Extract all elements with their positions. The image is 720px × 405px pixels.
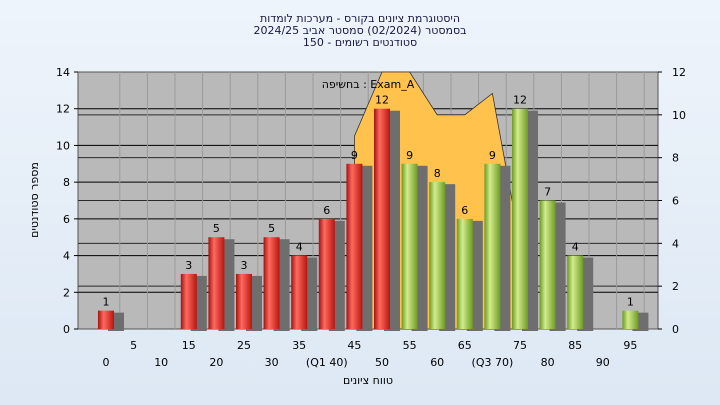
x-tick-label: 45: [347, 339, 361, 352]
bar-value-label: 9: [406, 149, 413, 162]
x-tick-label: 25: [237, 339, 251, 352]
bar: [567, 255, 584, 329]
bar: [346, 163, 363, 329]
x-tick-label: 80: [541, 356, 555, 369]
bar: [236, 273, 252, 329]
bar: [318, 218, 335, 329]
bar: [374, 108, 390, 329]
x-tick-label: 95: [623, 339, 637, 352]
title-line-1: היסטוגרמת ציונים בקורס - מערכות לומדות: [260, 12, 460, 25]
x-tick-label: 60: [430, 356, 444, 369]
bar-value-label: 6: [461, 204, 468, 217]
y-left-tick-label: 14: [56, 66, 70, 79]
x-tick-label: 30: [265, 356, 279, 369]
x-tick-label: 50: [375, 356, 389, 369]
y-left-tick-label: 10: [56, 139, 70, 152]
chart-annotation: בחשיפה : Exam_A: [322, 78, 415, 91]
y-left-tick-label: 2: [63, 286, 70, 299]
bar-value-label: 8: [434, 167, 441, 180]
bar: [98, 310, 114, 329]
y-right-tick-label: 12: [672, 66, 686, 79]
y-right-tick-label: 10: [672, 109, 686, 122]
x-tick-label: 85: [568, 339, 582, 352]
bar-value-label: 9: [351, 149, 358, 162]
bar: [291, 255, 308, 329]
title-line-2: בסמסטר (02/2024) סמסטר אביב 2024/25: [253, 24, 466, 37]
chart-title: היסטוגרמת ציונים בקורס - מערכות לומדות ב…: [253, 12, 466, 49]
bar-value-label: 12: [375, 94, 389, 107]
x-tick-label: (Q1 40): [306, 356, 348, 369]
y-left-tick-label: 8: [63, 176, 70, 189]
y-left-tick-label: 12: [56, 103, 70, 116]
x-tick-label: 0: [103, 356, 110, 369]
bar-value-label: 3: [241, 259, 248, 272]
bar-value-label: 4: [572, 241, 579, 254]
x-tick-label: 15: [182, 339, 196, 352]
bar: [429, 182, 446, 329]
bar: [484, 163, 501, 329]
y-right-tick-label: 6: [672, 195, 679, 208]
y-axis-title: מספר סטודנטים: [28, 162, 41, 238]
bar-value-label: 5: [268, 222, 275, 235]
x-tick-label: 20: [209, 356, 223, 369]
y-right-tick-label: 4: [672, 237, 679, 250]
bar: [539, 200, 556, 329]
x-tick-label: 5: [130, 339, 137, 352]
bar: [456, 218, 473, 329]
bar: [401, 163, 418, 329]
x-axis: 0 5 10 15 20 25 30 35(Q1 40) 45 50 55 60 65(Q3 70) 75…: [103, 339, 638, 369]
y-axis-right: 0 2 4 6 8 10 12: [658, 66, 686, 336]
x-tick-label: 90: [596, 356, 610, 369]
bar-value-label: 5: [213, 222, 220, 235]
bar-value-label: 9: [489, 149, 496, 162]
bar-value-label: 4: [296, 241, 303, 254]
y-right-tick-label: 0: [672, 323, 679, 336]
y-left-tick-label: 0: [63, 323, 70, 336]
y-left-tick-label: 6: [63, 213, 70, 226]
bar-value-label: 7: [544, 186, 551, 199]
bar-value-label: 1: [627, 296, 634, 309]
bar: [512, 108, 528, 329]
title-line-3: סטודנטים רשומים - 150: [303, 36, 417, 49]
y-right-tick-label: 2: [672, 280, 679, 293]
x-tick-label: (Q3 70): [472, 356, 514, 369]
bar: [263, 237, 280, 329]
bar-value-label: 1: [103, 296, 110, 309]
x-axis-title: טווח ציונים: [343, 374, 393, 387]
y-axis-left: 0 2 4 6 8 10 12 14: [56, 66, 78, 336]
bar: [180, 273, 197, 329]
y-left-tick-label: 4: [63, 250, 70, 263]
x-tick-label: 65: [458, 339, 472, 352]
bar-value-label: 3: [185, 259, 192, 272]
bars: 1 3 5 3 5 4 6 9 12 9 8 6 9 12 7 4 1: [98, 94, 649, 331]
x-tick-label: 55: [403, 339, 417, 352]
bar-value-label: 6: [323, 204, 330, 217]
bar: [208, 237, 225, 329]
bar-value-label: 12: [513, 94, 527, 107]
x-tick-label: 35: [292, 339, 306, 352]
x-tick-label: 75: [513, 339, 527, 352]
x-tick-label: 10: [154, 356, 168, 369]
y-right-tick-label: 8: [672, 152, 679, 165]
bar: [622, 310, 639, 329]
